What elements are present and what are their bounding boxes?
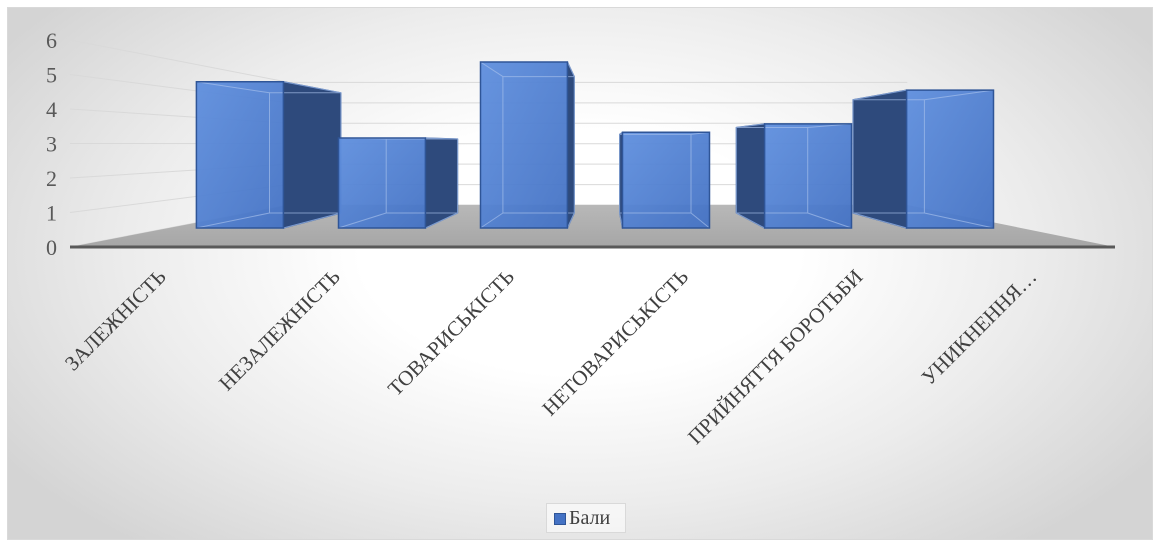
bar-side-face [566, 61, 575, 229]
legend: Бали [546, 503, 626, 533]
bar-hidden-edges [338, 137, 459, 229]
bar [618, 131, 711, 229]
bar-front-face [906, 90, 994, 228]
bar-depth-edge [924, 212, 994, 229]
y-tick-label: 4 [46, 97, 57, 122]
bar-outline [479, 61, 569, 229]
bar-depth-edge [736, 212, 765, 229]
bar-depth-edge [338, 212, 387, 229]
y-axis: 0 1 2 3 4 5 6 [46, 28, 57, 260]
legend-label: Бали [569, 507, 611, 529]
y-tick-label: 3 [46, 132, 57, 157]
legend-marker [554, 513, 566, 525]
chart-floor-edge [70, 245, 1115, 249]
bar-depth-edge [480, 212, 504, 229]
bar-hidden-edges [852, 89, 994, 229]
x-category-label: ТОВАРИСЬКІСТЬ [383, 265, 519, 401]
x-category-label: УНИКНЕННЯ… [917, 265, 1042, 390]
x-axis: ЗАЛЕЖНІСТЬ НЕЗАЛЕЖНІСТЬ ТОВАРИСЬКІСТЬ НЕТОВ… [60, 265, 1042, 449]
y-tick-label: 2 [46, 166, 57, 191]
bar [195, 80, 342, 229]
bar-depth-edge [425, 137, 458, 140]
bar-front-face [196, 81, 284, 228]
bar-depth-edge [196, 81, 270, 94]
y-tick-label: 5 [46, 63, 57, 88]
bar-outline [763, 123, 853, 229]
bar-hidden-edges [480, 61, 575, 229]
bar-front-face [338, 138, 426, 228]
bar-side-face [852, 89, 908, 229]
bar [852, 89, 995, 229]
bar-depth-edge [852, 212, 907, 229]
bar-depth-edge [480, 61, 504, 78]
x-category-label: НЕЗАЛЕЖНІСТЬ [214, 265, 345, 396]
bar-depth-edge [425, 212, 458, 229]
bar-depth-edge [283, 81, 341, 94]
bar-front-face [480, 62, 568, 228]
bar-depth-edge [196, 212, 270, 229]
bar-side-face [735, 123, 766, 229]
bar-side-face [424, 137, 459, 229]
y-tick-label: 0 [46, 235, 57, 260]
bar [479, 61, 575, 229]
bar [735, 123, 853, 229]
bar [337, 137, 459, 229]
bar-depth-edge [566, 212, 575, 229]
bar-outline [621, 131, 711, 229]
bar-depth-edge [924, 89, 994, 101]
bar-depth-edge [736, 123, 765, 128]
bar-outline [905, 89, 995, 229]
bar-outline [195, 80, 285, 229]
bar-outline [337, 137, 427, 229]
bar-side-face [282, 81, 342, 229]
x-category-label: ПРИЙНЯТТЯ БОРОТЬБИ [683, 265, 867, 449]
bar-depth-edge [283, 212, 342, 229]
bar-depth-edge [566, 61, 575, 77]
y-tick-label: 1 [46, 201, 57, 226]
y-tick-label: 6 [46, 28, 57, 53]
bar-front-face [622, 132, 710, 228]
bar-depth-edge [690, 212, 710, 229]
bar-depth-edge [807, 212, 852, 229]
bar-depth-edge [852, 89, 907, 101]
x-category-label: НЕТОВАРИСЬКІСТЬ [537, 265, 693, 421]
x-category-label: ЗАЛЕЖНІСТЬ [60, 265, 171, 376]
